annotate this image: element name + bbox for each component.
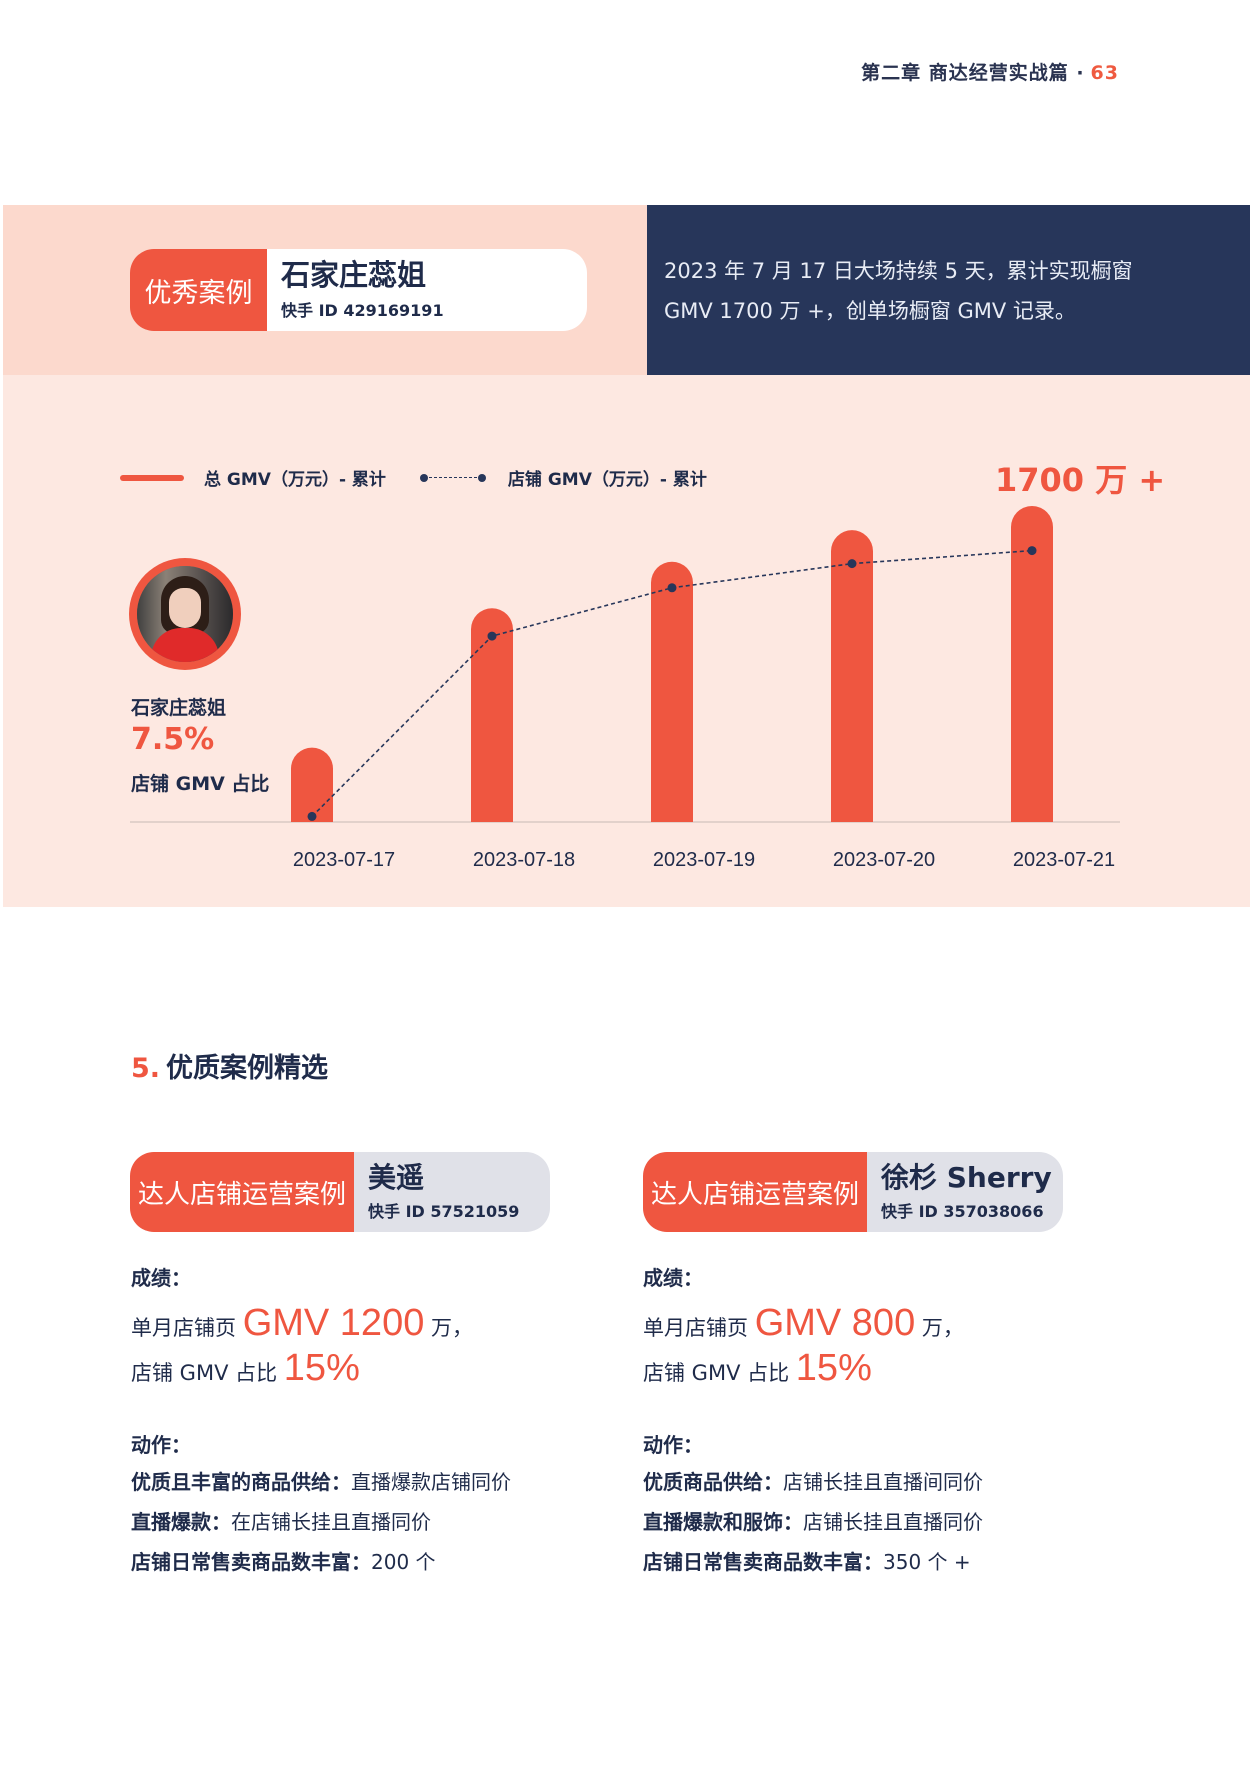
total-gmv-callout: 1700 万 + xyxy=(995,461,1166,499)
case-b-result-line2: 店铺 GMV 占比 15% xyxy=(643,1348,1143,1393)
case-b-action-label: 直播爆款和服饰： xyxy=(643,1510,803,1534)
legend-store-swatch xyxy=(419,473,486,483)
case-a-action-item: 优质且丰富的商品供给：直播爆款店铺同价 xyxy=(131,1462,631,1502)
featured-case-info: 石家庄蕊姐 快手 ID 429169191 xyxy=(267,249,587,331)
case-a-line2-highlight: 15% xyxy=(283,1347,360,1389)
chart-legend: 总 GMV（万元）- 累计 店铺 GMV（万元）- 累计 xyxy=(120,465,707,490)
case-a-action-label: 优质且丰富的商品供给： xyxy=(131,1470,351,1494)
case-b-line1-highlight: GMV 800 xyxy=(754,1302,916,1344)
case-b-action-text: 350 个 + xyxy=(883,1550,971,1574)
avatar-photo xyxy=(137,566,233,662)
case-a-kuaishou-id: 快手 ID 57521059 xyxy=(368,1202,520,1222)
case-a-line1-highlight: GMV 1200 xyxy=(242,1302,425,1344)
page-header: 第二章 商达经营实战篇 · 63 xyxy=(861,58,1119,85)
case-b-tag: 达人店铺运营案例 xyxy=(643,1152,867,1232)
case-a-result-heading: 成绩： xyxy=(131,1266,191,1290)
avatar xyxy=(129,558,241,670)
case-b-line2-prefix: 店铺 GMV 占比 xyxy=(643,1361,796,1385)
case-b-action-item: 店铺日常售卖商品数丰富：350 个 + xyxy=(643,1542,1143,1582)
case-b-action-item: 优质商品供给：店铺长挂且直播间同价 xyxy=(643,1462,1143,1502)
legend-total-swatch xyxy=(120,474,184,481)
case-b-action-text: 店铺长挂且直播间同价 xyxy=(783,1470,983,1494)
featured-case-name: 石家庄蕊姐 xyxy=(281,258,427,293)
case-b-kuaishou-id: 快手 ID 357038066 xyxy=(881,1202,1044,1222)
case-b-line1-prefix: 单月店铺页 xyxy=(643,1316,755,1340)
featured-case-description: 2023 年 7 月 17 日大场持续 5 天，累计实现橱窗 GMV 1700 … xyxy=(664,259,1133,323)
featured-case-description-panel: 2023 年 7 月 17 日大场持续 5 天，累计实现橱窗 GMV 1700 … xyxy=(647,205,1250,375)
case-a-result-line2: 店铺 GMV 占比 15% xyxy=(131,1348,631,1393)
case-b-action-label: 店铺日常售卖商品数丰富： xyxy=(643,1550,883,1574)
case-a-action-item: 直播爆款：在店铺长挂且直播同价 xyxy=(131,1502,631,1542)
case-b-info: 徐杉 Sherry 快手 ID 357038066 xyxy=(867,1152,1063,1232)
case-a-action-label: 店铺日常售卖商品数丰富： xyxy=(131,1550,371,1574)
case-a-action-heading: 动作： xyxy=(131,1433,191,1457)
case-b-action-label: 优质商品供给： xyxy=(643,1470,783,1494)
case-a-pill: 达人店铺运营案例 美遥 快手 ID 57521059 xyxy=(130,1152,550,1232)
case-b-action-item: 直播爆款和服饰：店铺长挂且直播同价 xyxy=(643,1502,1143,1542)
case-a-action-text: 在店铺长挂且直播同价 xyxy=(231,1510,431,1534)
case-a-result-line1: 单月店铺页 GMV 1200 万， xyxy=(131,1303,631,1348)
case-b-action-heading: 动作： xyxy=(643,1433,703,1457)
case-b-result-line1: 单月店铺页 GMV 800 万， xyxy=(643,1303,1143,1348)
case-b-action-text: 店铺长挂且直播同价 xyxy=(803,1510,983,1534)
case-a-name: 美遥 xyxy=(368,1160,425,1194)
featured-case-pill: 优秀案例 石家庄蕊姐 快手 ID 429169191 xyxy=(130,249,587,331)
case-a-info: 美遥 快手 ID 57521059 xyxy=(354,1152,550,1232)
store-share-value: 7.5% xyxy=(131,722,215,757)
case-a-action-item: 店铺日常售卖商品数丰富：200 个 xyxy=(131,1542,631,1582)
case-a-action-text: 200 个 xyxy=(371,1550,436,1574)
section-number: 5. xyxy=(131,1053,161,1084)
section-title: 5. 优质案例精选 xyxy=(131,1046,328,1085)
avatar-name: 石家庄蕊姐 xyxy=(131,697,227,719)
case-a-action-text: 直播爆款店铺同价 xyxy=(351,1470,511,1494)
case-b-name: 徐杉 Sherry xyxy=(881,1160,1052,1194)
featured-case-tag: 优秀案例 xyxy=(130,249,267,331)
legend-store-label: 店铺 GMV（万元）- 累计 xyxy=(507,470,707,490)
case-a-line1-prefix: 单月店铺页 xyxy=(131,1316,243,1340)
case-a-tag: 达人店铺运营案例 xyxy=(130,1152,354,1232)
case-a-line2-prefix: 店铺 GMV 占比 xyxy=(131,1361,284,1385)
legend-total-label: 总 GMV（万元）- 累计 xyxy=(204,470,386,490)
featured-case-kuaishou-id: 快手 ID 429169191 xyxy=(281,300,444,320)
chapter-title: 第二章 商达经营实战篇 · xyxy=(861,62,1085,84)
case-a-line1-suffix: 万， xyxy=(424,1316,474,1340)
case-b-pill: 达人店铺运营案例 徐杉 Sherry 快手 ID 357038066 xyxy=(643,1152,1063,1232)
case-b-line2-highlight: 15% xyxy=(795,1347,872,1389)
store-share-label: 店铺 GMV 占比 xyxy=(131,773,270,795)
case-b-result-heading: 成绩： xyxy=(643,1266,703,1290)
case-b-body: 成绩： 单月店铺页 GMV 800 万， 店铺 GMV 占比 15% 动作： 优… xyxy=(643,1262,1143,1582)
case-a-body: 成绩： 单月店铺页 GMV 1200 万， 店铺 GMV 占比 15% 动作： … xyxy=(131,1262,631,1582)
case-a-action-label: 直播爆款： xyxy=(131,1510,231,1534)
section-title-text: 优质案例精选 xyxy=(166,1053,329,1084)
page-number: 63 xyxy=(1090,62,1119,84)
case-b-line1-suffix: 万， xyxy=(915,1316,964,1340)
